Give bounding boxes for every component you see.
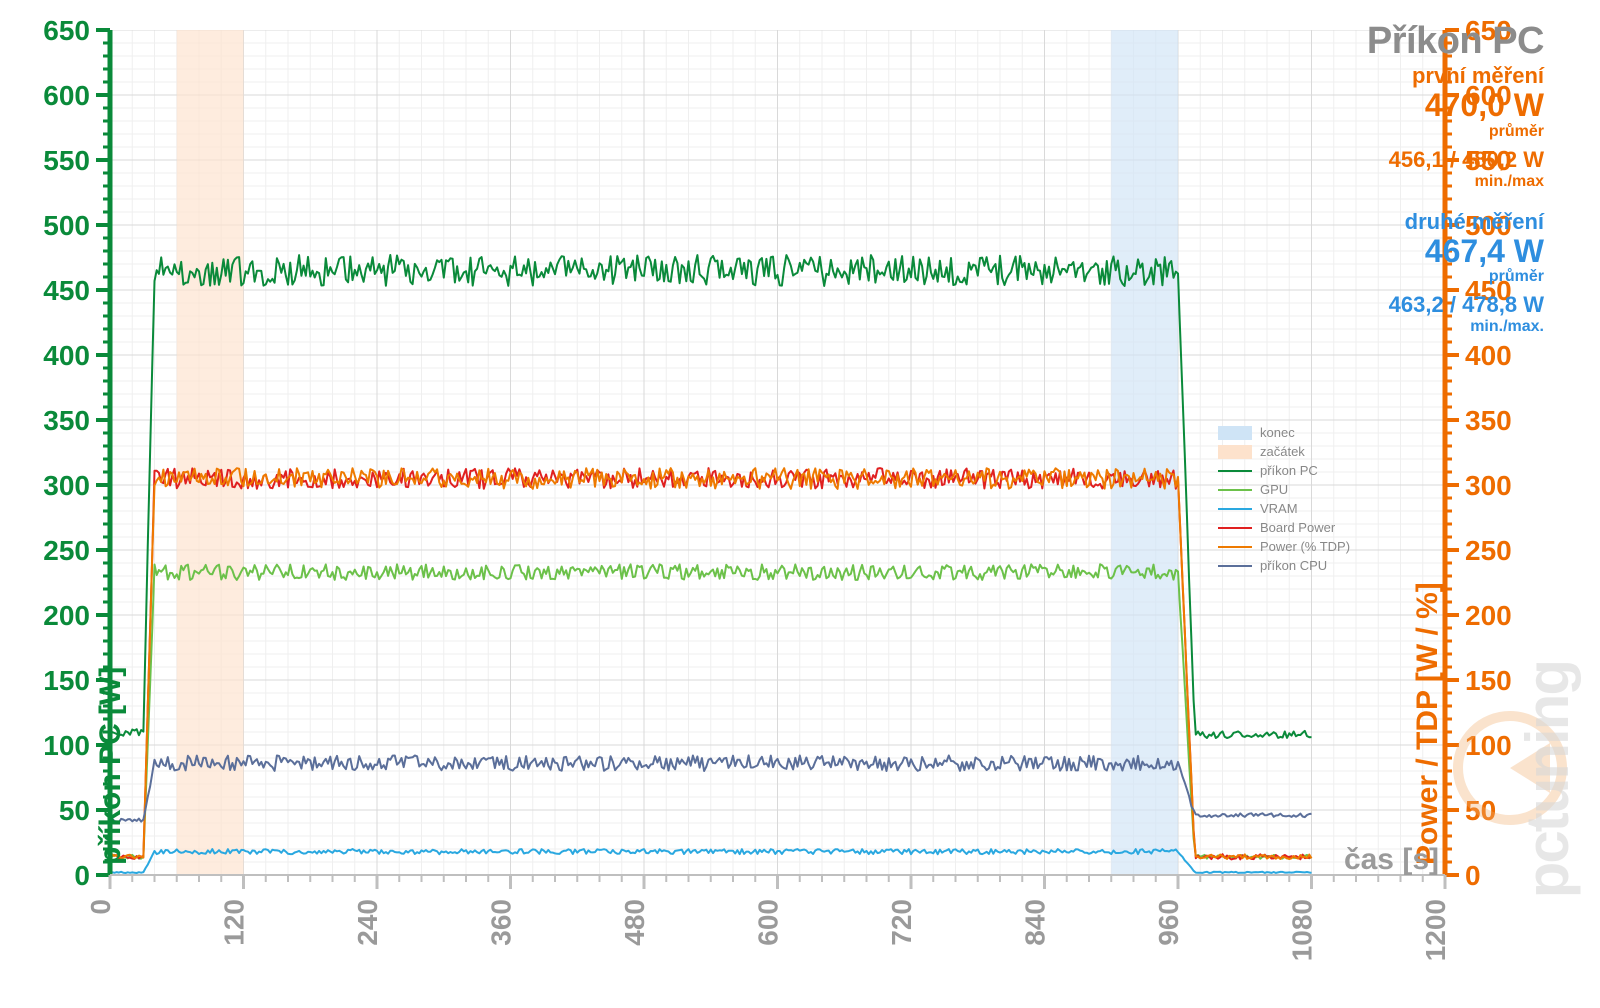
measurement-1: první měření 470,0 W průměr 456,1 / 480,… (1367, 63, 1544, 191)
chart-svg: 0 50 100 150 200 250 300 350 400 450 500 550 600 650 0… (0, 0, 1600, 1008)
m2-label: druhé měření (1367, 209, 1544, 235)
legend-item: začátek (1218, 444, 1350, 459)
svg-text:240: 240 (352, 899, 383, 946)
svg-text:840: 840 (1020, 899, 1051, 946)
legend-item: příkon CPU (1218, 558, 1350, 573)
legend: konec začátek příkon PC GPU VRAM Board Power P… (1218, 425, 1350, 577)
m2-avg: 467,4 W (1367, 235, 1544, 269)
svg-text:550: 550 (43, 145, 90, 176)
svg-text:200: 200 (1465, 600, 1512, 631)
svg-text:350: 350 (43, 405, 90, 436)
svg-text:960: 960 (1153, 899, 1184, 946)
stats-block: Příkon PC první měření 470,0 W průměr 45… (1367, 20, 1544, 336)
svg-text:150: 150 (43, 665, 90, 696)
m1-avg-sub: průměr (1367, 123, 1544, 141)
svg-text:400: 400 (43, 340, 90, 371)
legend-item: VRAM (1218, 501, 1350, 516)
m2-mm-sub: min./max. (1367, 318, 1544, 336)
measurement-2: druhé měření 467,4 W průměr 463,2 / 478,… (1367, 209, 1544, 337)
svg-text:650: 650 (43, 15, 90, 46)
svg-text:1080: 1080 (1287, 899, 1318, 961)
svg-text:360: 360 (486, 899, 517, 946)
svg-text:300: 300 (1465, 470, 1512, 501)
svg-text:příkon PC [W]: příkon PC [W] (94, 667, 127, 865)
svg-text:50: 50 (59, 795, 90, 826)
svg-text:600: 600 (43, 80, 90, 111)
svg-text:120: 120 (219, 899, 250, 946)
watermark-text: pctuning (1513, 661, 1582, 898)
legend-item: konec (1218, 425, 1350, 440)
svg-text:600: 600 (753, 899, 784, 946)
svg-text:300: 300 (43, 470, 90, 501)
svg-text:200: 200 (43, 600, 90, 631)
svg-text:400: 400 (1465, 340, 1512, 371)
m1-mm: 456,1 / 480,2 W (1367, 147, 1544, 173)
chart-title: Příkon PC (1367, 20, 1544, 63)
m2-avg-sub: průměr (1367, 268, 1544, 286)
svg-text:450: 450 (43, 275, 90, 306)
svg-text:čas [s]: čas [s] (1344, 843, 1439, 876)
svg-text:480: 480 (619, 899, 650, 946)
power-chart: 0 50 100 150 200 250 300 350 400 450 500 550 600 650 0… (0, 0, 1600, 1008)
legend-item: Board Power (1218, 520, 1350, 535)
svg-text:500: 500 (43, 210, 90, 241)
svg-text:0: 0 (85, 899, 116, 915)
legend-item: GPU (1218, 482, 1350, 497)
svg-text:0: 0 (74, 860, 90, 891)
svg-text:Power / TDP [W / %]: Power / TDP [W / %] (1411, 582, 1444, 865)
svg-text:100: 100 (43, 730, 90, 761)
legend-item: příkon PC (1218, 463, 1350, 478)
svg-text:1200: 1200 (1420, 899, 1451, 961)
svg-text:250: 250 (1465, 535, 1512, 566)
m1-label: první měření (1367, 63, 1544, 89)
svg-text:720: 720 (886, 899, 917, 946)
svg-text:350: 350 (1465, 405, 1512, 436)
svg-text:250: 250 (43, 535, 90, 566)
m1-mm-sub: min./max (1367, 173, 1544, 191)
legend-item: Power (% TDP) (1218, 539, 1350, 554)
m1-avg: 470,0 W (1367, 89, 1544, 123)
m2-mm: 463,2 / 478,8 W (1367, 292, 1544, 318)
